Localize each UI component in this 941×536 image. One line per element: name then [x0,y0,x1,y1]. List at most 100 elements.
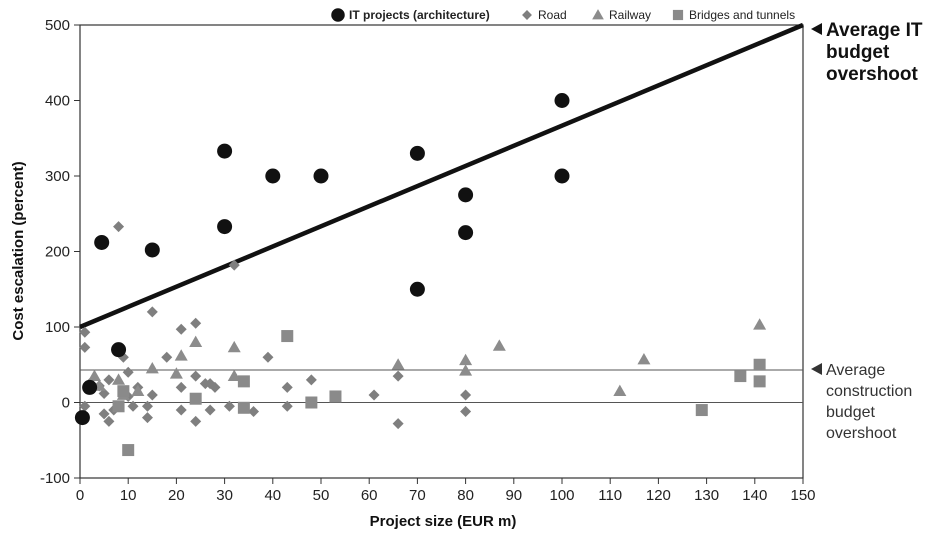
data-point-bridges-and-tunnels [305,396,318,409]
data-point-it-projects-architecture [409,281,425,297]
x-tick-label: 80 [457,487,474,504]
legend-label: Road [538,8,567,22]
x-axis-label: Project size (EUR m) [370,513,517,530]
axes: 0 10 20 30 40 50 60 70 80 90 100 110 120 130 140 150 -10… [40,17,816,504]
data-point-road [161,351,173,363]
legend-marker [672,9,684,21]
data-marks [74,93,767,457]
data-point-road [392,370,404,382]
y-tick-label: 500 [45,17,70,34]
y-tick-label: 300 [45,168,70,185]
plot-frame [79,24,804,479]
data-point-railway [131,384,145,397]
construction-annotation-line: budget [826,404,875,421]
data-point-road [204,404,216,416]
data-point-road [98,408,110,420]
trend-line-it [79,22,804,330]
x-tick-label: 120 [646,487,671,504]
data-point-it-projects-architecture [217,143,233,159]
data-point-road [141,400,153,412]
construction-annotation-arrow [811,363,822,375]
data-point-road [122,366,134,378]
data-point-it-projects-architecture [265,168,281,184]
data-point-it-projects-architecture [458,187,474,203]
y-tick-label: 100 [45,319,70,336]
data-point-bridges-and-tunnels [122,444,135,457]
data-point-road [141,412,153,424]
data-point-railway [492,339,506,351]
x-tick-label: 10 [120,487,137,504]
data-point-road [79,326,91,338]
data-point-railway [169,367,183,379]
construction-annotation-line: construction [826,383,912,400]
data-point-road [103,374,115,386]
data-point-bridges-and-tunnels [189,392,202,405]
x-tick-label: 60 [361,487,378,504]
x-tick-label: 150 [790,487,815,504]
it-annotation-line: overshoot [826,64,919,85]
legend-item: Bridges and tunnels [672,8,795,22]
x-tick-label: 40 [264,487,281,504]
data-point-road [113,221,125,233]
data-point-railway [459,364,473,376]
data-point-road [460,406,472,418]
data-point-it-projects-architecture [74,410,90,426]
it-annotation-arrow [811,23,822,35]
data-point-it-projects-architecture [409,145,425,161]
x-tick-label: 90 [505,487,522,504]
annotations: Average ITbudgetovershootAverageconstruc… [811,20,923,442]
data-point-road [281,400,293,412]
data-point-road [368,389,380,401]
data-point-road [190,317,202,329]
legend-marker [522,10,532,20]
y-tick-label: 200 [45,244,70,261]
data-point-road [190,370,202,382]
data-point-bridges-and-tunnels [753,358,766,371]
data-point-road [127,400,139,412]
legend-label: IT projects (architecture) [349,8,490,22]
data-point-railway [753,318,767,330]
data-point-road [460,389,472,401]
data-point-it-projects-architecture [82,379,98,395]
legend-item: Road [522,8,567,22]
x-tick-label: 0 [76,487,84,504]
it-annotation-line: Average IT [826,20,923,41]
data-point-railway [112,373,126,385]
data-point-road [223,400,235,412]
y-tick-label: -100 [40,470,70,487]
data-point-road [281,381,293,393]
x-tick-label: 20 [168,487,185,504]
data-point-road [175,404,187,416]
data-point-bridges-and-tunnels [734,370,747,383]
x-tick-label: 100 [549,487,574,504]
plot-area [79,22,804,479]
data-point-road [79,341,91,353]
data-point-bridges-and-tunnels [112,400,125,413]
data-point-it-projects-architecture [217,219,233,235]
data-point-road [146,306,158,318]
data-point-railway [391,358,405,370]
data-point-it-projects-architecture [144,242,160,258]
data-point-road [392,418,404,430]
data-point-railway [637,352,651,365]
data-point-it-projects-architecture [111,342,127,358]
data-point-railway [227,369,241,381]
y-tick-label: 400 [45,93,70,110]
data-point-bridges-and-tunnels [237,375,250,388]
data-point-bridges-and-tunnels [237,401,250,414]
it-annotation-line: budget [826,42,890,63]
legend-marker [592,9,604,20]
data-point-railway [145,362,159,374]
data-point-road [262,351,274,363]
data-point-it-projects-architecture [94,234,110,250]
data-point-road [305,374,317,386]
x-tick-label: 140 [742,487,767,504]
data-point-bridges-and-tunnels [281,330,294,343]
data-point-road [146,389,158,401]
data-point-road [248,406,260,418]
y-axis-label: Cost escalation (percent) [10,161,27,340]
data-point-railway [227,340,241,353]
data-point-bridges-and-tunnels [753,375,766,388]
legend-label: Bridges and tunnels [689,8,795,22]
data-point-bridges-and-tunnels [117,385,130,398]
